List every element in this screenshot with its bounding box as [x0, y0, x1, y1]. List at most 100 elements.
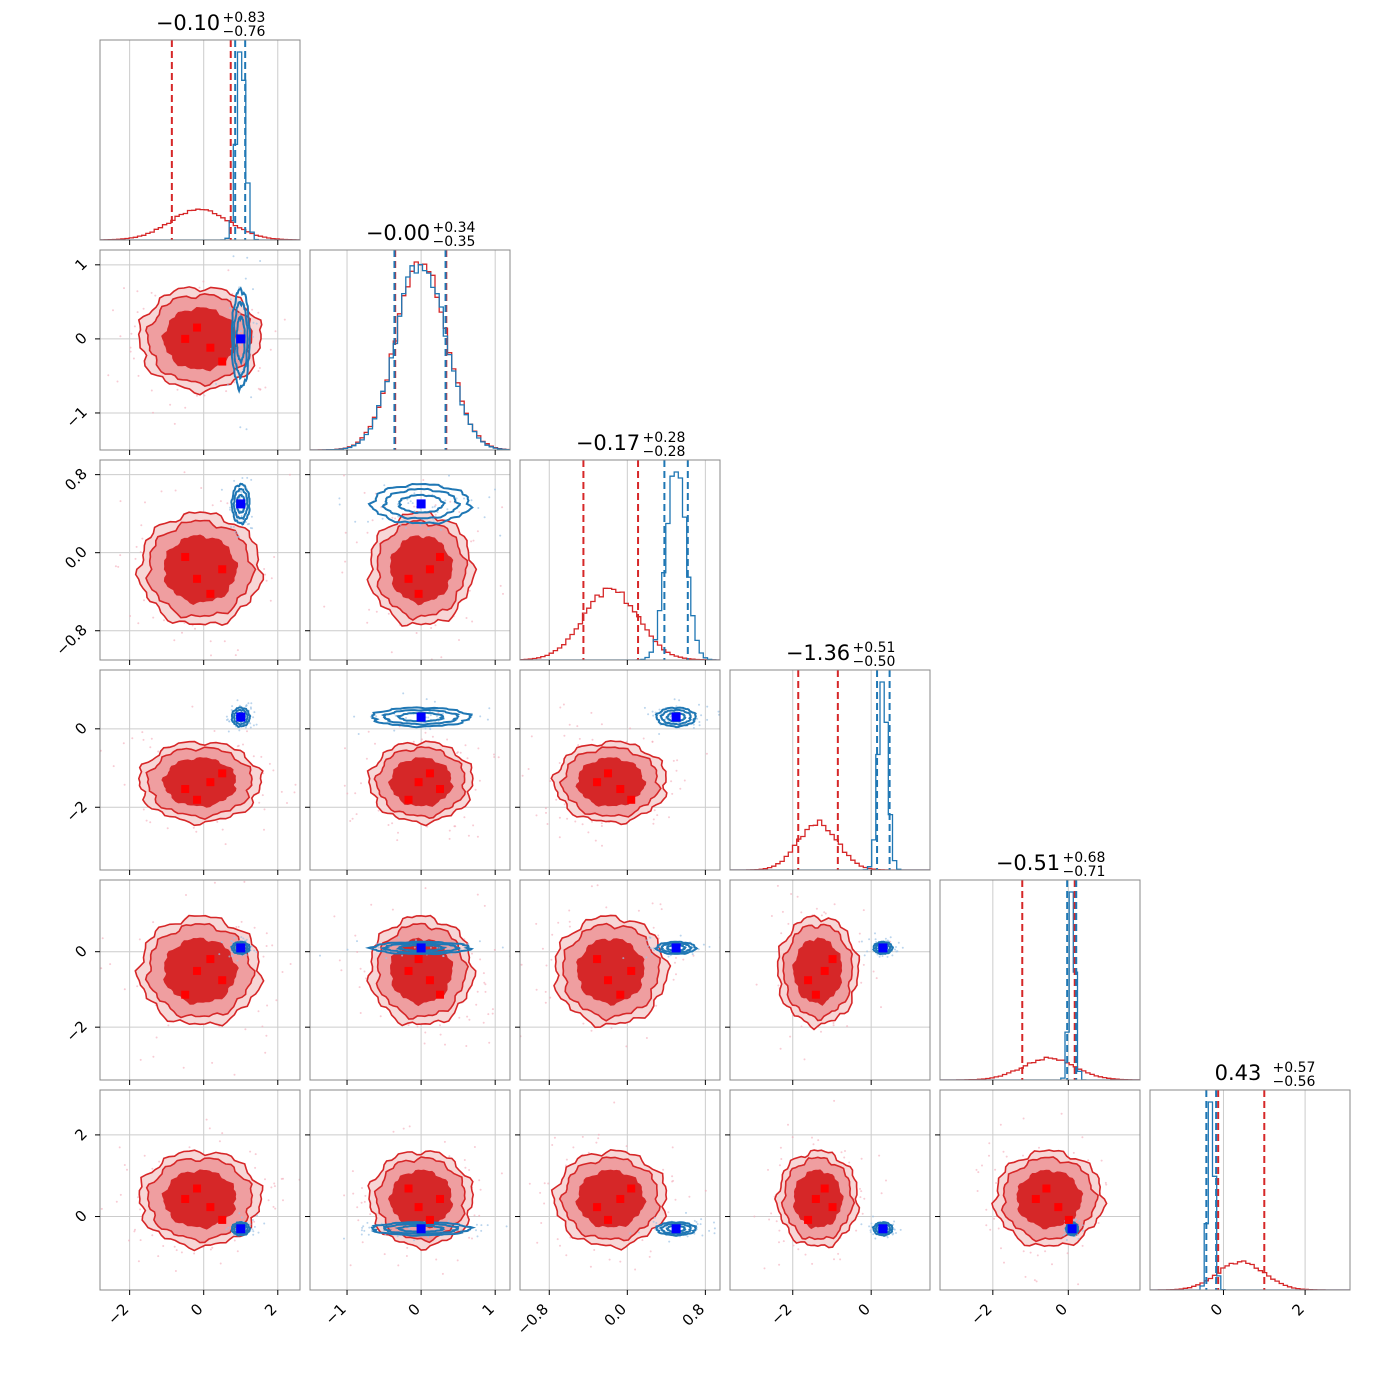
scatter-point [557, 921, 560, 924]
scatter-point [242, 743, 244, 746]
scatter-point [232, 248, 234, 250]
scatter-point [692, 954, 695, 957]
scatter-point [260, 755, 263, 758]
scatter-point [271, 944, 274, 947]
red-marker [414, 589, 423, 598]
scatter-point [269, 599, 272, 602]
scatter-point [96, 972, 98, 974]
scatter-point [191, 705, 194, 708]
scatter-point [446, 738, 449, 741]
scatter-point [225, 719, 228, 721]
blue-contour [395, 944, 448, 952]
scatter-point [551, 1144, 554, 1146]
scatter-point [660, 712, 663, 715]
scatter-point [358, 986, 361, 989]
scatter-point [394, 714, 397, 717]
scatter-point [467, 942, 470, 945]
scatter-point [250, 515, 253, 518]
scatter-point [493, 756, 496, 758]
scatter-point [368, 608, 371, 611]
scatter-point [439, 1024, 441, 1027]
scatter-point [408, 1227, 411, 1230]
panel-title-plus: +0.28 [643, 430, 686, 446]
red-marker [604, 769, 612, 778]
scatter-point [112, 309, 114, 312]
blue-contour [655, 1221, 698, 1237]
scatter-point [239, 426, 242, 429]
scatter-point [425, 698, 428, 701]
scatter-point [791, 1136, 794, 1139]
scatter-point [268, 762, 271, 765]
scatter-point [397, 831, 399, 834]
scatter-point [483, 981, 486, 984]
scatter-point [653, 949, 655, 952]
blue-marker [416, 1224, 426, 1234]
scatter-point [185, 894, 187, 896]
scatter-point [713, 1227, 716, 1230]
scatter-point [174, 489, 177, 492]
red-marker [193, 574, 202, 583]
scatter-point [782, 1240, 785, 1243]
scatter-point [136, 985, 139, 988]
panel-frame [519, 669, 721, 871]
red-histogram [1150, 1260, 1350, 1290]
red-contour-inner [792, 937, 843, 1006]
scatter-point [390, 651, 393, 654]
scatter-point [590, 1029, 593, 1032]
scatter-point [343, 784, 346, 787]
scatter-point [257, 1231, 260, 1234]
y-tick-label: −2 [62, 1017, 90, 1045]
blue-contour [232, 487, 249, 521]
panel-1-0: −1 0 1 [62, 248, 301, 455]
scatter-point [1060, 1112, 1063, 1115]
scatter-point [137, 622, 140, 625]
scatter-point [683, 779, 686, 782]
panel-frame [99, 459, 301, 661]
scatter-point [874, 938, 877, 941]
scatter-point [107, 374, 110, 377]
scatter-point [811, 1136, 813, 1139]
blue-contour [371, 706, 473, 729]
scatter-point [193, 1252, 196, 1255]
scatter-point [150, 737, 153, 740]
scatter-point [601, 844, 603, 847]
scatter-point [119, 554, 122, 557]
scatter-point [242, 937, 245, 940]
scatter-point [441, 1272, 444, 1275]
scatter-point [210, 654, 212, 657]
scatter-point [859, 1187, 861, 1190]
scatter-point [454, 825, 457, 828]
scatter-point [576, 725, 579, 728]
scatter-point [270, 1186, 273, 1189]
scatter-point [717, 710, 720, 713]
scatter-point [405, 717, 407, 719]
scatter-point [678, 699, 681, 702]
scatter-point [363, 1200, 366, 1203]
scatter-point [568, 909, 571, 912]
scatter-point [1104, 1181, 1107, 1184]
scatter-point [181, 631, 183, 634]
scatter-point [820, 914, 823, 917]
scatter-point [517, 960, 519, 962]
scatter-point [896, 950, 899, 953]
scatter-point [362, 1225, 365, 1228]
scatter-point [152, 616, 155, 619]
scatter-point [442, 955, 445, 958]
scatter-point [385, 957, 388, 960]
scatter-point [151, 1167, 154, 1170]
scatter-point [600, 822, 603, 825]
scatter-point [483, 904, 486, 907]
scatter-point [894, 948, 896, 951]
panel-frame [729, 879, 931, 1081]
scatter-point [613, 1101, 616, 1104]
x-tick-label: 0 [855, 1300, 874, 1319]
scatter-point [250, 396, 253, 399]
scatter-point [236, 1250, 239, 1253]
scatter-point [596, 884, 599, 887]
scatter-point [594, 839, 597, 842]
scatter-point [977, 1171, 980, 1174]
scatter-point [249, 726, 252, 729]
blue-marker [671, 943, 681, 953]
scatter-point [238, 1212, 241, 1215]
